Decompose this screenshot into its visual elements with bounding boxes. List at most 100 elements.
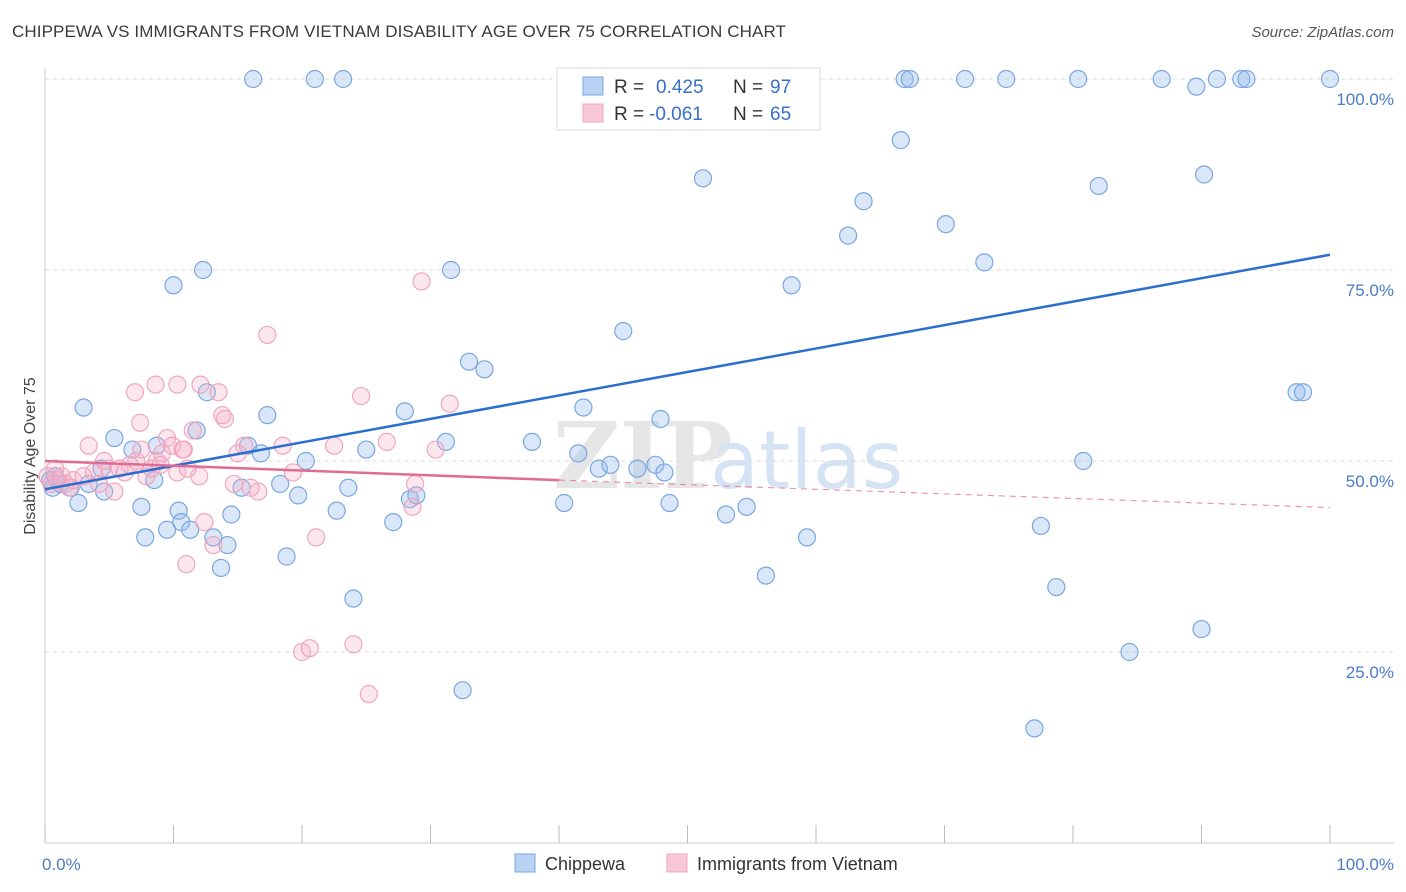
vietnam-trend-extension	[558, 479, 1331, 509]
chippewa-point-47	[436, 432, 456, 451]
chippewa-point-71	[854, 192, 873, 211]
chippewa-point-24	[204, 528, 223, 547]
vietnam-points	[38, 272, 459, 704]
vietnam-point-56	[403, 497, 422, 516]
y-tick-label-1: 50.0%	[1346, 472, 1394, 491]
chippewa-point-68	[782, 276, 801, 295]
chippewa-point-18	[169, 501, 188, 520]
chippewa-point-78	[997, 69, 1016, 89]
correlation-legend: R = 0.425 N = 97 R = -0.061 N = 65	[556, 67, 821, 131]
chippewa-point-79	[1031, 516, 1050, 536]
chippewa-point-22	[193, 260, 213, 280]
chippewa-point-94	[1320, 69, 1340, 89]
legend-r-label-1: R =	[614, 77, 644, 98]
source-label: Source: ZipAtlas.com	[1251, 24, 1394, 41]
legend-n-value-1: 97	[770, 77, 791, 98]
chippewa-point-53	[555, 493, 574, 513]
chippewa-point-38	[327, 501, 346, 520]
vietnam-point-54	[344, 635, 363, 654]
y-axis-label: Disability Age Over 75	[22, 377, 39, 535]
vietnam-point-52	[352, 386, 371, 406]
chippewa-point-88	[1194, 165, 1214, 184]
vietnam-point-42	[224, 474, 243, 494]
vietnam-point-53	[359, 684, 378, 704]
vietnam-point-34	[130, 413, 150, 432]
vietnam-point-33	[125, 383, 145, 402]
chippewa-point-41	[344, 589, 363, 608]
chippewa-point-80	[1047, 577, 1066, 597]
chippewa-point-31	[251, 444, 270, 463]
vietnam-point-39	[190, 467, 209, 486]
y-tick-label-0: 25.0%	[1346, 663, 1394, 682]
bottom-legend-vietnam: Immigrants from Vietnam	[697, 854, 898, 874]
chippewa-point-39	[334, 69, 353, 89]
chippewa-point-52	[522, 432, 542, 451]
chippewa-point-20	[181, 520, 200, 539]
vietnam-point-36	[168, 375, 187, 394]
vietnam-point-51	[325, 436, 344, 455]
chippewa-point-81	[1069, 69, 1088, 89]
chippewa-point-70	[839, 226, 858, 245]
chippewa-point-95	[1025, 719, 1044, 738]
x-axis-ticks: 0.0% 100.0%	[42, 825, 1394, 874]
chippewa-point-73	[895, 69, 914, 89]
legend-n-label-2: N =	[733, 104, 763, 125]
chippewa-point-84	[1120, 642, 1139, 662]
chippewa-point-61	[651, 409, 670, 429]
vietnam-point-61	[177, 555, 196, 574]
vietnam-point-32	[215, 409, 234, 429]
vietnam-point-19	[132, 440, 151, 459]
y-tick-label-3: 100.0%	[1336, 90, 1394, 109]
legend-n-value-2: 65	[770, 104, 791, 125]
vietnam-point-59	[426, 440, 445, 459]
chippewa-point-55	[574, 398, 593, 417]
vietnam-trend-line	[44, 459, 560, 482]
chippewa-point-76	[955, 69, 975, 89]
chart-title: CHIPPEWA VS IMMIGRANTS FROM VIETNAM DISA…	[12, 22, 786, 41]
chippewa-point-56	[589, 459, 608, 478]
chippewa-point-57	[601, 455, 620, 474]
vietnam-point-29	[191, 375, 210, 394]
chippewa-point-42	[357, 440, 376, 459]
chippewa-point-91	[1237, 69, 1256, 89]
bottom-legend-swatch-vietnam	[666, 853, 688, 873]
vietnam-point-9	[79, 436, 98, 455]
y-axis-tick-labels: 25.0% 50.0% 75.0% 100.0%	[1336, 90, 1394, 682]
chippewa-point-69	[797, 528, 817, 547]
vietnam-point-40	[195, 513, 214, 532]
legend-swatch-vietnam	[582, 103, 604, 123]
chippewa-point-30	[244, 69, 263, 89]
chippewa-point-27	[222, 505, 241, 524]
vietnam-point-41	[204, 535, 223, 555]
chippewa-point-75	[936, 215, 955, 234]
chippewa-point-87	[1192, 619, 1211, 639]
legend-r-value-1: 0.425	[656, 77, 704, 98]
vietnam-point-37	[174, 440, 193, 459]
vietnam-point-25	[163, 436, 182, 455]
chippewa-point-66	[737, 497, 756, 516]
chippewa-point-63	[660, 493, 679, 513]
chippewa-point-65	[716, 505, 736, 524]
chippewa-point-13	[136, 528, 155, 547]
chippewa-point-62	[655, 463, 674, 482]
chippewa-point-35	[289, 486, 308, 505]
vietnam-point-49	[300, 639, 319, 658]
chippewa-point-16	[157, 520, 177, 539]
bottom-legend-swatch-chippewa	[514, 853, 536, 873]
chippewa-point-12	[132, 497, 151, 516]
chippewa-point-67	[756, 566, 775, 585]
vietnam-point-63	[241, 478, 260, 497]
chippewa-point-54	[569, 444, 588, 463]
chippewa-point-10	[105, 428, 124, 448]
chippewa-point-26	[218, 535, 237, 555]
chippewa-point-72	[891, 131, 910, 150]
chippewa-point-64	[693, 169, 713, 188]
chippewa-point-40	[339, 478, 358, 497]
x-tick-label-0: 0.0%	[42, 855, 81, 874]
chippewa-point-86	[1187, 77, 1206, 96]
chippewa-point-82	[1074, 451, 1093, 471]
chippewa-point-90	[1232, 69, 1251, 89]
legend-r-label-2: R =	[614, 104, 644, 125]
y-tick-label-2: 75.0%	[1346, 281, 1394, 300]
